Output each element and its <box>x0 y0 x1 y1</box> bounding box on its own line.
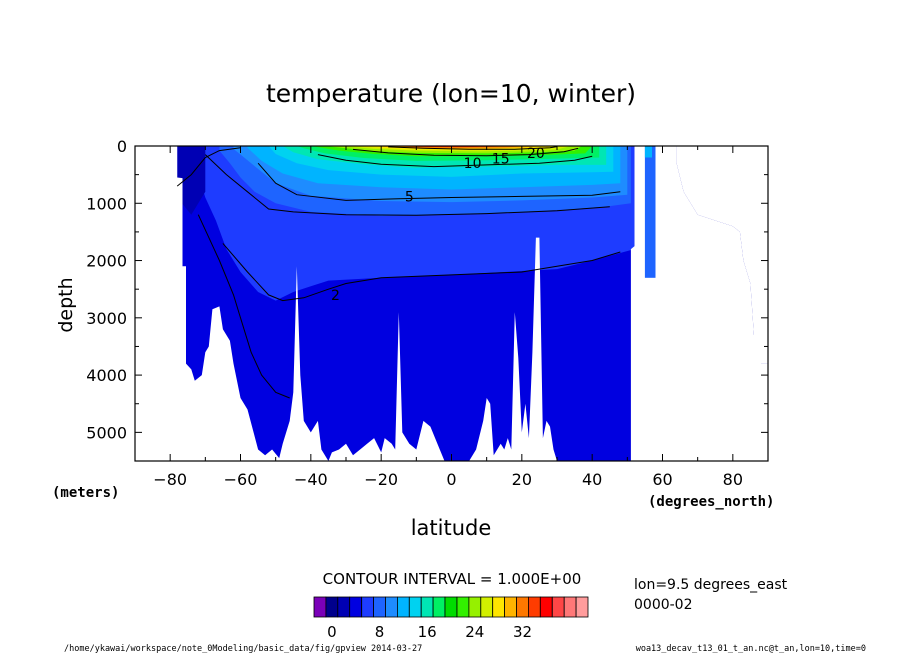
colorbar-swatch <box>408 596 422 618</box>
land-antarctica <box>135 146 329 461</box>
contour-label-15: 15 <box>492 152 510 168</box>
y-tick-label: 1000 <box>86 194 127 213</box>
colorbar-tick-label: 8 <box>375 623 385 641</box>
colorbar-swatch <box>420 596 434 618</box>
contour-label-10: 10 <box>464 156 482 172</box>
contour-label-20: 20 <box>527 146 545 162</box>
contour-interval-text: CONTOUR INTERVAL = 1.000E+00 <box>323 570 582 588</box>
colorbar-swatch <box>456 596 470 618</box>
y-axis-label: depth <box>55 277 77 332</box>
layer-shelf-55-overlay <box>644 146 656 278</box>
y-unit-label: (meters) <box>52 485 119 501</box>
x-tick-label: −60 <box>224 470 258 489</box>
x-tick-label: 80 <box>723 470 743 489</box>
contour-antarctic-surface <box>176 147 241 187</box>
colorbar-tick-label: 32 <box>513 623 532 641</box>
colorbar-tick-label: 0 <box>327 623 337 641</box>
x-tick-label: 60 <box>652 470 672 489</box>
colorbar-swatch <box>563 596 577 618</box>
y-tick-label: 4000 <box>86 366 127 385</box>
x-unit-label: (degrees_north) <box>648 494 774 510</box>
colorbar-tick-label: 16 <box>418 623 437 641</box>
colorbar-swatch <box>492 596 506 618</box>
colorbar-swatch <box>575 596 589 618</box>
colorbar <box>313 596 589 618</box>
land-ridge-mid <box>469 237 557 461</box>
contour-label-2: 2 <box>331 288 340 304</box>
colorbar-swatch <box>337 596 351 618</box>
x-tick-label: 40 <box>582 470 602 489</box>
footer-right: woa13_decav_t13_01_t_an.nc@t_an,lon=10,t… <box>636 644 866 654</box>
colorbar-swatch <box>468 596 482 618</box>
x-axis: −80 −60 −40 −20 0 20 40 60 80 <box>134 146 769 489</box>
colorbar-swatch <box>396 596 410 618</box>
footer-left: /home/ykawai/workspace/note_0Modeling/ba… <box>64 644 422 654</box>
plot-area: 20 15 10 5 2 <box>134 145 769 462</box>
colorbar-swatch <box>349 596 363 618</box>
colorbar-swatch <box>444 596 458 618</box>
contour-3 <box>204 154 610 216</box>
contour-10 <box>317 154 593 168</box>
colorbar-swatch <box>313 596 327 618</box>
colorbar-swatch <box>361 596 375 618</box>
x-tick-label: 20 <box>512 470 532 489</box>
contour-15 <box>352 147 579 157</box>
colorbar-swatch <box>516 596 529 618</box>
colorbar-swatch <box>551 596 565 618</box>
info-longitude: lon=9.5 degrees_east <box>634 577 788 593</box>
colorbar-swatch <box>432 596 446 618</box>
layer-shelf-55-top-overlay <box>644 146 652 158</box>
colorbar-swatch <box>539 596 553 618</box>
colorbar-swatch <box>373 596 386 618</box>
colorbar-swatch <box>325 596 339 618</box>
contour-5 <box>257 162 621 201</box>
colorbar-tick-labels: 0 8 16 24 32 <box>327 623 532 641</box>
y-tick-label: 5000 <box>86 423 127 442</box>
x-axis-label: latitude <box>411 516 492 540</box>
y-tick-label: 2000 <box>86 252 127 271</box>
contour-20 <box>388 146 558 150</box>
x-tick-label: 0 <box>446 470 456 489</box>
x-tick-label: −20 <box>364 470 398 489</box>
colorbar-tick-label: 24 <box>465 623 484 641</box>
info-time: 0000-02 <box>634 597 693 613</box>
colorbar-swatch <box>480 596 494 618</box>
colorbar-swatch <box>385 596 398 618</box>
y-axis: 0 1000 2000 3000 4000 5000 <box>86 137 768 462</box>
x-tick-label: −80 <box>153 470 187 489</box>
x-tick-label: −40 <box>294 470 328 489</box>
chart-title: temperature (lon=10, winter) <box>266 79 636 108</box>
y-tick-label: 3000 <box>86 309 127 328</box>
contour-2 <box>222 243 621 302</box>
y-tick-label: 0 <box>117 137 127 156</box>
colorbar-swatch <box>528 596 541 618</box>
contour-1 <box>197 214 290 399</box>
land-ridge-south <box>328 312 445 461</box>
layer-antarctic-shelf <box>177 146 206 215</box>
colorbar-swatch <box>504 596 517 618</box>
land-north-africa <box>630 146 768 461</box>
contour-label-5: 5 <box>405 189 414 205</box>
